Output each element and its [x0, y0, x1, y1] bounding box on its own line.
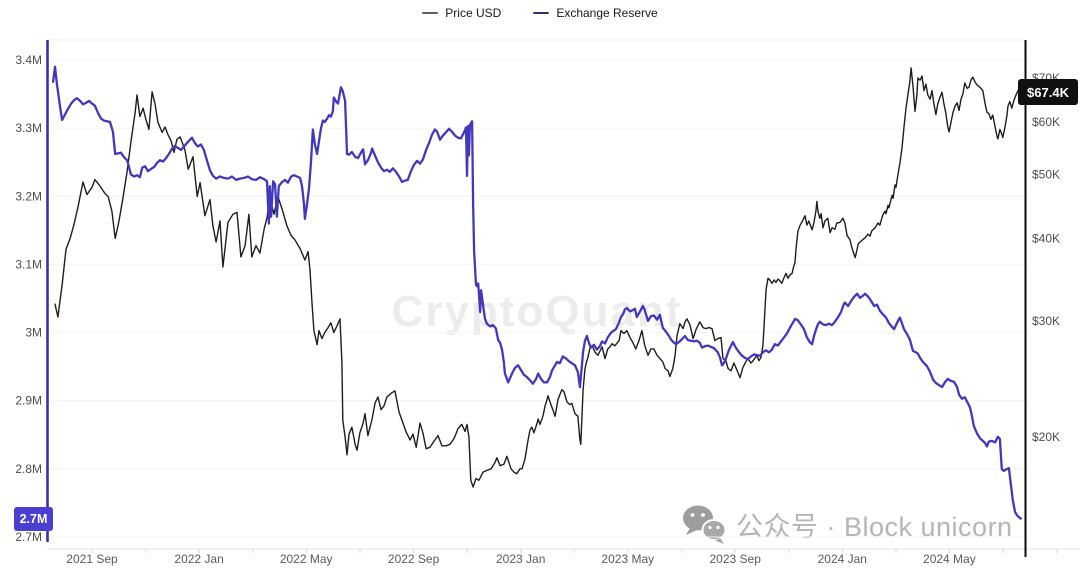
- legend-label-price-usd: Price USD: [445, 6, 502, 20]
- right-axis-labels: $70K$60K$50K$40K$30K$20K: [1032, 71, 1060, 444]
- x-axis-label: 2023 Sep: [710, 552, 762, 566]
- wechat-icon: [683, 505, 727, 544]
- x-axis-label: 2022 May: [280, 552, 333, 566]
- x-axis-labels: 2021 Sep 2022 Jan 2022 May 2022 Sep 2023 Jan…: [66, 552, 975, 566]
- x-axis-label: 2022 Sep: [388, 552, 440, 566]
- right-axis-label: $30K: [1032, 314, 1060, 328]
- legend-item-exchange-reserve[interactable]: Exchange Reserve: [533, 6, 658, 20]
- left-axis-labels: 3.4M 3.3M 3.2M 3.1M 3M 2.9M 2.8M 2.7M: [15, 53, 42, 544]
- x-axis-label: 2024 Jan: [818, 552, 867, 566]
- x-axis-label: 2023 Jan: [496, 552, 545, 566]
- price-usd-line: [54, 67, 1020, 488]
- gridlines: [47, 39, 1026, 538]
- x-axis-label: 2023 May: [601, 552, 654, 566]
- x-axis-label: 2022 Jan: [174, 552, 223, 566]
- reserve-line-swatch-icon: [533, 11, 550, 15]
- x-axis-label: 2024 May: [923, 552, 976, 566]
- reserve-value-badge: 2.7M: [14, 506, 53, 531]
- left-axis-label: 2.7M: [15, 530, 42, 544]
- legend-item-price-usd[interactable]: Price USD: [422, 6, 501, 20]
- price-value-badge: $67.4K: [1018, 79, 1078, 106]
- left-axis-label: 3.1M: [15, 257, 42, 271]
- left-axis-label: 3.3M: [15, 121, 42, 135]
- right-axis-label: $40K: [1032, 231, 1060, 245]
- right-axis-label: $20K: [1032, 430, 1060, 444]
- legend-label-exchange-reserve: Exchange Reserve: [556, 6, 658, 20]
- right-axis-label: $50K: [1032, 167, 1060, 181]
- exchange-reserve-line: [51, 65, 1022, 520]
- x-axis-label: 2021 Sep: [66, 552, 118, 566]
- right-axis-label: $60K: [1032, 115, 1060, 129]
- left-axis-label: 2.8M: [15, 462, 42, 476]
- price-line-swatch-icon: [422, 11, 439, 15]
- x-axis-ticks: [91, 549, 1058, 553]
- chart-legend: Price USD Exchange Reserve: [0, 6, 1080, 20]
- left-axis-label: 3.4M: [15, 53, 42, 67]
- left-axis-label: 3M: [25, 326, 42, 340]
- left-axis-label: 3.2M: [15, 189, 42, 203]
- left-axis-label: 2.9M: [15, 394, 42, 408]
